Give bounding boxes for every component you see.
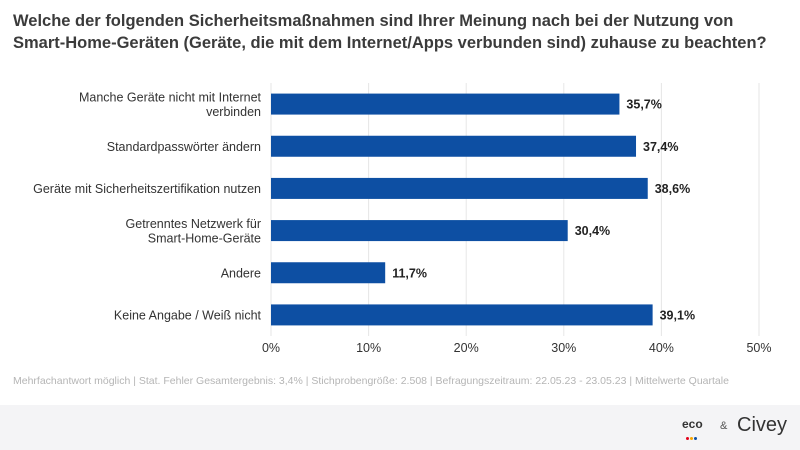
category-label: verbinden (206, 105, 261, 119)
bar (271, 177, 648, 199)
bar (271, 262, 386, 284)
eco-dot (694, 437, 697, 440)
x-tick-label: 20% (454, 341, 479, 355)
category-label: Geräte mit Sicherheitszertifikation nutz… (33, 182, 261, 196)
civey-logo: Civey (737, 414, 788, 436)
eco-logo: eco (682, 417, 703, 440)
category-label: Getrenntes Netzwerk für (126, 217, 261, 231)
data-label: 11,7% (392, 266, 427, 280)
gridlines (270, 83, 760, 336)
bar-chart: 0% 10% 20% 30% 40% 50% 35,7% Manche Geräte nich… (33, 83, 772, 355)
bar (271, 93, 620, 115)
chart-title: Welche der folgenden Sicherheitsmaßnahme… (13, 12, 767, 52)
category-label: Smart-Home-Geräte (148, 231, 261, 245)
labels: 0% 10% 20% 30% 40% 50% 35,7% Manche Geräte nich… (33, 90, 771, 355)
bar (271, 135, 637, 157)
eco-logo-text: eco (682, 417, 703, 431)
eco-dot (686, 437, 689, 440)
x-tick-label: 30% (551, 341, 576, 355)
data-label: 38,6% (655, 182, 690, 196)
data-label: 37,4% (643, 140, 678, 154)
x-tick-label: 10% (356, 341, 381, 355)
category-label: Andere (221, 266, 261, 280)
eco-dot (690, 437, 693, 440)
eco-logo-dots (686, 429, 700, 440)
footer-bar (0, 405, 800, 450)
data-label: 30,4% (575, 224, 610, 238)
logo-ampersand: & (720, 420, 728, 432)
category-label: Manche Geräte nicht mit Internet (79, 90, 262, 104)
category-label: Keine Angabe / Weiß nicht (114, 308, 262, 322)
x-tick-label: 50% (746, 341, 771, 355)
bars (271, 93, 653, 326)
data-label: 35,7% (626, 98, 661, 112)
category-label: Standardpasswörter ändern (107, 140, 261, 154)
data-label: 39,1% (660, 308, 695, 322)
x-tick-label: 40% (649, 341, 674, 355)
bar (271, 220, 568, 242)
x-tick-label: 0% (262, 341, 280, 355)
footnote: Mehrfachantwort möglich | Stat. Fehler G… (13, 375, 729, 387)
bar (271, 304, 653, 326)
